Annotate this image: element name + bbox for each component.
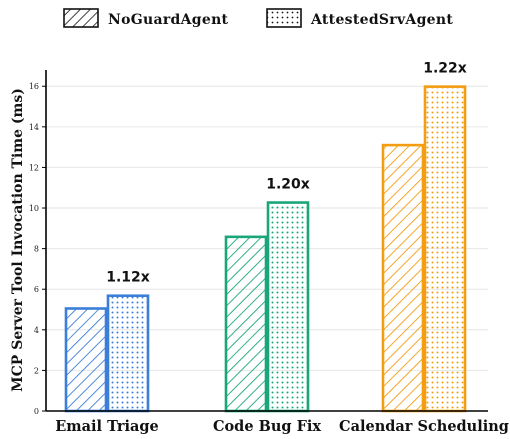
ratio-label: 1.22x <box>423 61 467 77</box>
legend-swatch-dots <box>266 8 302 28</box>
bars <box>64 85 467 413</box>
y-tick-label: 4 <box>34 326 39 335</box>
bar-attestedsrvagent-2 <box>423 85 467 413</box>
legend-label-attestedsrvagent: AttestedSrvAgent <box>310 12 453 28</box>
y-axis-label: MCP Server Tool Invocation Time (ms) <box>10 88 26 392</box>
y-tick-label: 2 <box>34 366 39 375</box>
bar-noguardagent-0 <box>64 307 108 413</box>
legend-item-attestedsrvagent: AttestedSrvAgent <box>266 8 453 28</box>
bar-noguardagent-2 <box>381 143 425 413</box>
legend: NoGuardAgent AttestedSrvAgent <box>63 8 453 28</box>
bar-attestedsrvagent-1 <box>266 201 310 413</box>
y-tick-label: 8 <box>34 245 39 254</box>
ratio-label: 1.20x <box>266 177 310 193</box>
x-tick-label: Code Bug Fix <box>213 418 321 435</box>
y-tick-label: 6 <box>34 285 39 294</box>
ratio-label: 1.12x <box>106 270 150 286</box>
bar-attestedsrvagent-0 <box>106 294 150 413</box>
y-tick-label: 12 <box>29 163 39 172</box>
x-tick-label: Calendar Scheduling <box>339 418 509 435</box>
bar-noguardagent-1 <box>224 235 268 413</box>
y-tick-label: 16 <box>29 82 39 91</box>
legend-item-noguardagent: NoGuardAgent <box>63 8 229 28</box>
y-ticks: 0 2 4 6 8 10 12 14 16 <box>29 82 46 416</box>
labels: 1.12x Email Triage 1.20x Code Bug Fix 1.22x C… <box>55 61 509 435</box>
y-tick-label: 10 <box>29 204 39 213</box>
y-tick-label: 0 <box>34 407 39 416</box>
legend-swatch-hatch <box>63 8 99 28</box>
x-tick-label: Email Triage <box>55 418 159 435</box>
legend-label-noguardagent: NoGuardAgent <box>108 12 229 28</box>
y-tick-label: 14 <box>29 123 39 132</box>
